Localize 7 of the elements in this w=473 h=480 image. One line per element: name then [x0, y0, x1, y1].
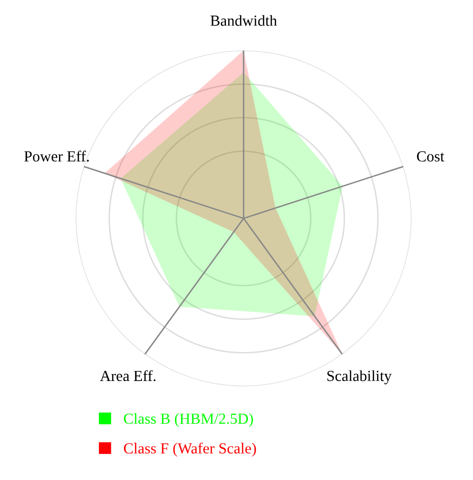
spoke-label: Scalability	[327, 370, 392, 384]
spoke-label: Power Eff.	[24, 150, 89, 162]
legend-label: Class B (HBM/2.5D)	[124, 413, 253, 427]
spoke-label: Area Eff.	[100, 370, 156, 382]
spoke-label: Cost	[416, 151, 444, 162]
legend-label: Class F (Wafer Scale)	[124, 442, 256, 457]
spoke-label: Bandwidth	[210, 15, 277, 26]
